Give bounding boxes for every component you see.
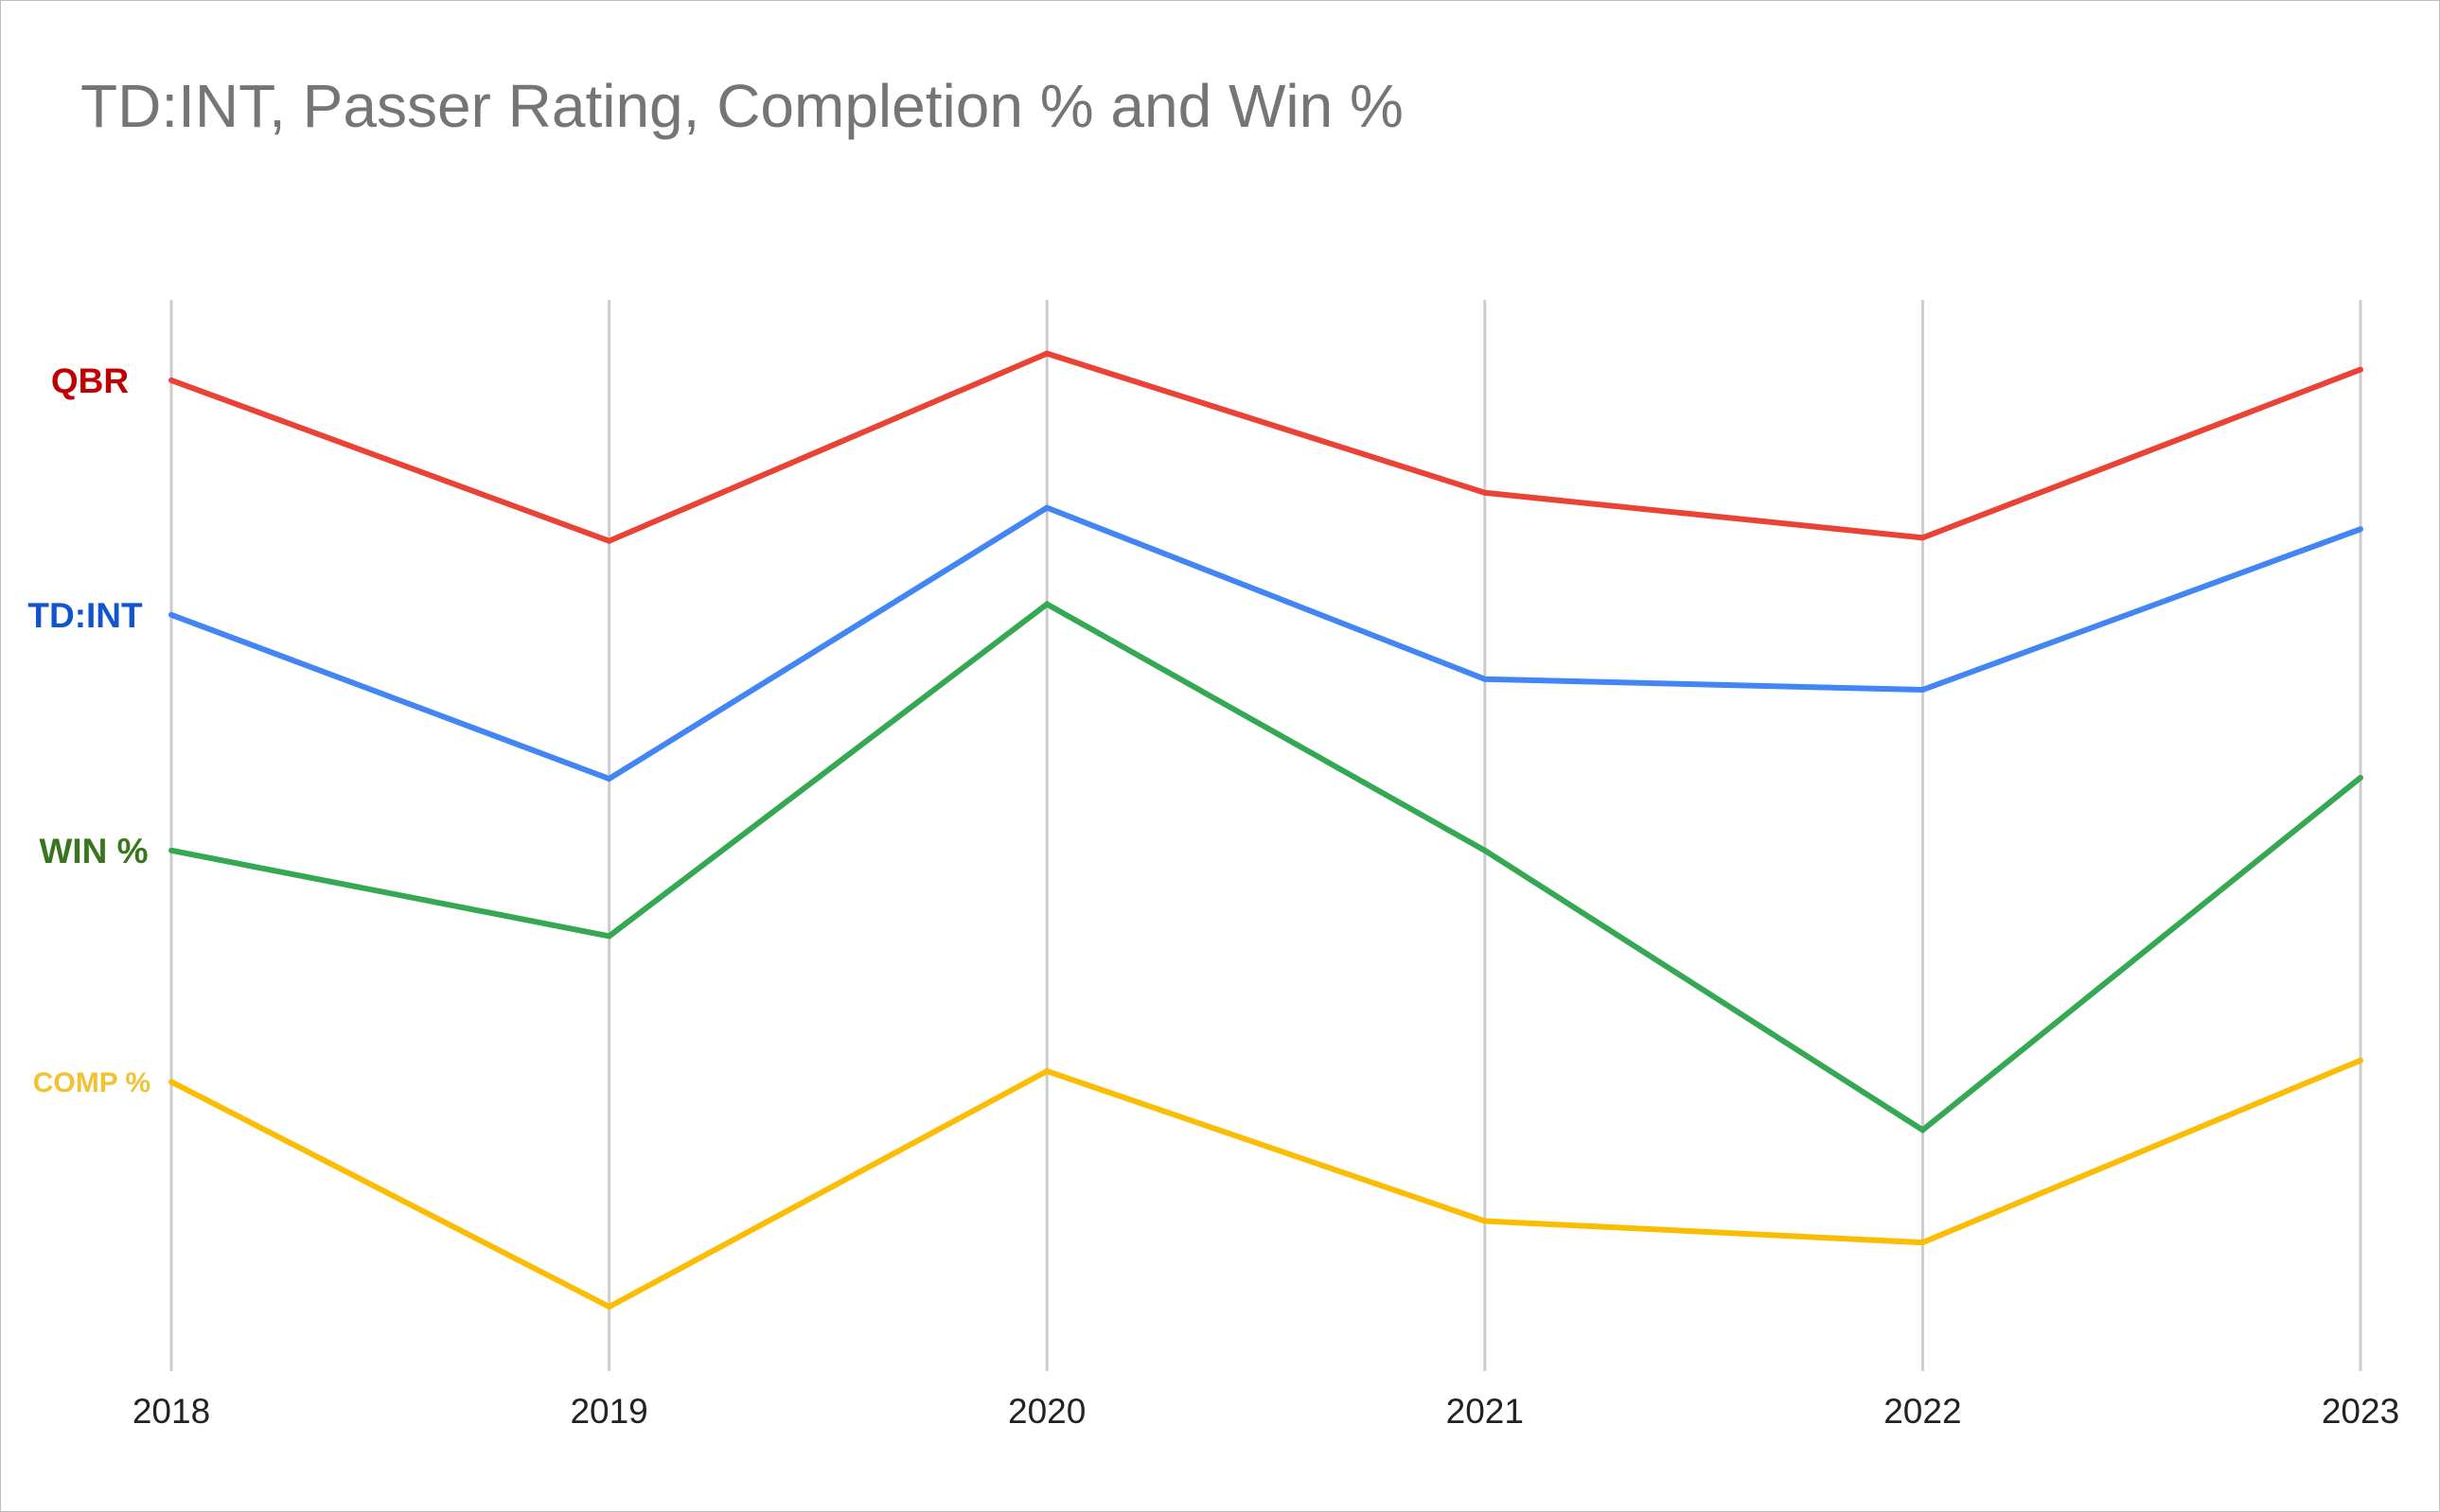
x-tick-label-2020: 2020	[1008, 1392, 1086, 1431]
series-label-qbr: QBR	[51, 361, 129, 400]
data-point-td-int-2023	[2358, 526, 2363, 533]
x-tick-label-2019: 2019	[570, 1392, 647, 1431]
data-point-qbr-2020	[1044, 350, 1051, 357]
data-point-td-int-2022	[1919, 687, 1926, 694]
x-tick-label-2018: 2018	[133, 1392, 210, 1431]
series-line-qbr	[169, 350, 2362, 544]
data-point-comp--2019	[606, 1304, 612, 1310]
data-point-td-int-2020	[1044, 504, 1051, 511]
gridlines	[169, 300, 2362, 1371]
data-point-comp--2018	[168, 1079, 174, 1085]
x-axis-ticks: 2018 2019 2020 2021 2022 2023	[133, 1392, 2399, 1431]
data-point-comp--2020	[1044, 1068, 1051, 1075]
x-tick-label-2022: 2022	[1883, 1392, 1961, 1431]
data-point-td-int-2021	[1481, 676, 1488, 682]
data-point-comp--2023	[2358, 1057, 2363, 1064]
series-label-win-: WIN %	[39, 832, 148, 870]
data-point-td-int-2018	[168, 611, 174, 618]
data-point-win--2022	[1919, 1127, 1926, 1134]
series-line-td-int	[169, 504, 2362, 782]
series-line-win-	[170, 600, 2362, 1134]
data-point-qbr-2019	[606, 537, 612, 544]
data-point-win--2021	[1481, 847, 1488, 853]
data-point-win--2023	[2358, 774, 2363, 781]
data-point-win--2018	[168, 847, 174, 853]
series-label-comp-: COMP %	[33, 1067, 150, 1099]
data-point-qbr-2022	[1919, 535, 1926, 541]
series-lines	[168, 350, 2363, 1310]
series-labels: QBR TD:INT WIN % COMP %	[27, 361, 150, 1099]
data-point-comp--2021	[1481, 1218, 1488, 1224]
data-point-qbr-2018	[168, 377, 174, 383]
chart-title: TD:INT, Passer Rating, Completion % and …	[80, 72, 1404, 140]
data-point-win--2019	[606, 933, 612, 940]
x-tick-label-2021: 2021	[1446, 1392, 1524, 1431]
data-point-comp--2022	[1919, 1239, 1926, 1246]
data-point-win--2020	[1044, 601, 1051, 607]
data-point-td-int-2019	[606, 776, 612, 782]
x-tick-label-2023: 2023	[2322, 1392, 2399, 1431]
series-line-comp-	[169, 1057, 2362, 1310]
series-label-td-int: TD:INT	[27, 596, 143, 635]
data-point-qbr-2023	[2358, 366, 2363, 373]
data-point-qbr-2021	[1481, 489, 1488, 496]
